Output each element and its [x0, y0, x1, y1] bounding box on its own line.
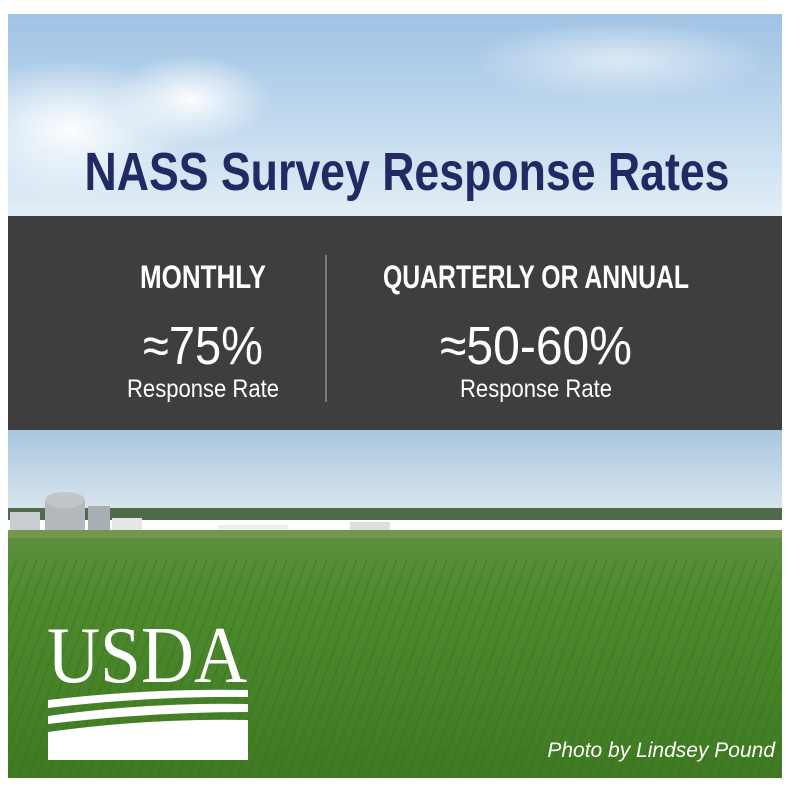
panel-caption: Response Rate — [460, 375, 612, 403]
cloud — [110, 55, 270, 145]
panel-caption: Response Rate — [127, 375, 279, 403]
panel-value: ≈75% — [143, 316, 263, 376]
band — [8, 216, 782, 430]
title: NASS Survey Response Rates — [85, 142, 730, 202]
panel-label: MONTHLY — [140, 259, 266, 295]
graphic: NASS Survey Response Rates MONTHLY ≈75% … — [0, 0, 790, 788]
logo-text: USDA — [47, 612, 247, 700]
photo: USDA Photo by Lindsey Pound — [8, 430, 782, 778]
panel-value: ≈50-60% — [440, 316, 632, 376]
cloud — [470, 20, 770, 100]
usda-logo: USDA — [47, 612, 248, 760]
field-edge — [8, 530, 782, 538]
photo-sky — [8, 430, 782, 520]
panel-label: QUARTERLY OR ANNUAL — [383, 259, 689, 295]
header: NASS Survey Response Rates — [0, 14, 782, 216]
photo-credit: Photo by Lindsey Pound — [547, 739, 776, 762]
stats-band: MONTHLY ≈75% Response Rate QUARTERLY OR … — [8, 216, 782, 430]
